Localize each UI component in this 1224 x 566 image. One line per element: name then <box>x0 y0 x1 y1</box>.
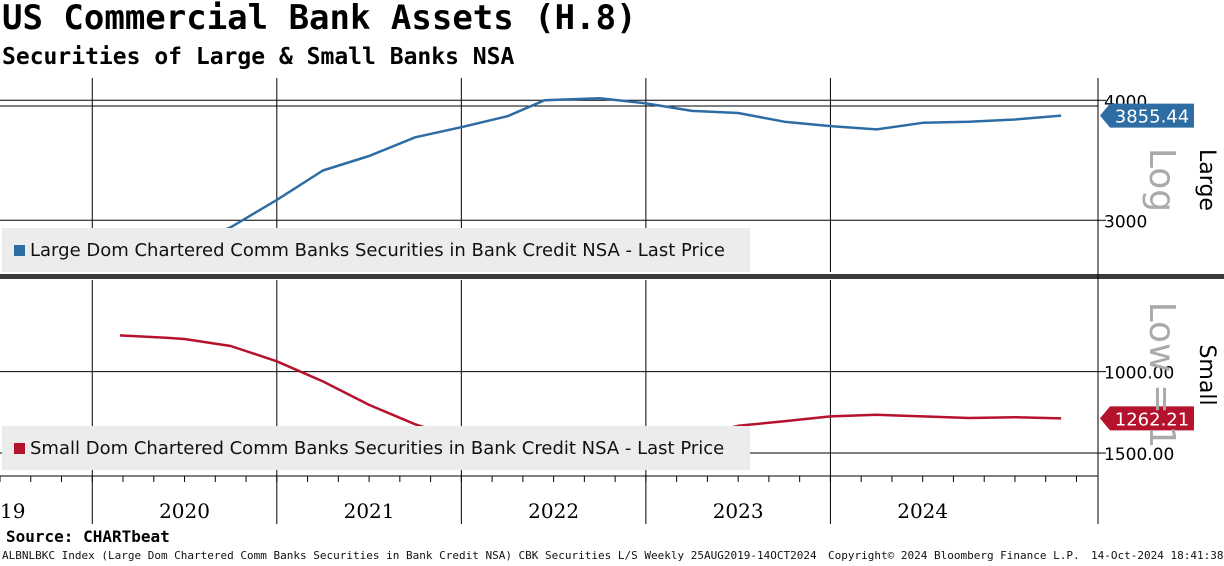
legend-small: Small Dom Chartered Comm Banks Securitie… <box>2 426 750 470</box>
x-tick-label: 2019 <box>0 499 25 523</box>
x-tick-label: 2020 <box>159 499 210 523</box>
chart-subtitle: Securities of Large & Small Banks NSA <box>2 44 515 70</box>
x-tick-label: 2021 <box>344 499 395 523</box>
log-label-bottom: Low = 1 <box>1141 302 1182 449</box>
last-value-label-small: 1262.21 <box>1115 409 1189 430</box>
x-tick-label: 2023 <box>713 499 764 523</box>
series-line-large <box>119 96 1062 257</box>
footer-timestamp: 14-Oct-2024 18:41:38 <box>1091 549 1224 562</box>
footer-description: ALBNLBKC Index (Large Dom Chartered Comm… <box>2 549 817 562</box>
x-tick-label: 2024 <box>897 499 948 523</box>
side-label-large: Large <box>1194 149 1219 211</box>
last-value-label-large: 3855.44 <box>1115 107 1189 128</box>
x-tick-label: 2022 <box>528 499 579 523</box>
panel-divider <box>0 274 1224 279</box>
legend-large: Large Dom Chartered Comm Banks Securitie… <box>2 228 750 272</box>
log-label-top: Log <box>1141 148 1182 212</box>
last-value-badge-large <box>1100 103 1194 128</box>
legend-label-large: Large Dom Chartered Comm Banks Securitie… <box>30 239 725 261</box>
legend-swatch-small <box>14 442 25 454</box>
chart-title: US Commercial Bank Assets (H.8) <box>2 0 637 38</box>
y-tick-label-bottom: 1500.00 <box>1104 445 1174 465</box>
footer-copyright: Copyright© 2024 Bloomberg Finance L.P. <box>828 549 1080 562</box>
side-label-small: Small <box>1194 344 1219 405</box>
legend-swatch-large <box>14 244 25 256</box>
last-value-badge-small <box>1100 406 1194 431</box>
source-note: Source: CHARTbeat <box>6 527 170 546</box>
legend-label-small: Small Dom Chartered Comm Banks Securitie… <box>30 437 725 459</box>
y-tick-label-top: 3000 <box>1104 212 1147 232</box>
y-tick-label-bottom: 1000.00 <box>1104 364 1174 384</box>
